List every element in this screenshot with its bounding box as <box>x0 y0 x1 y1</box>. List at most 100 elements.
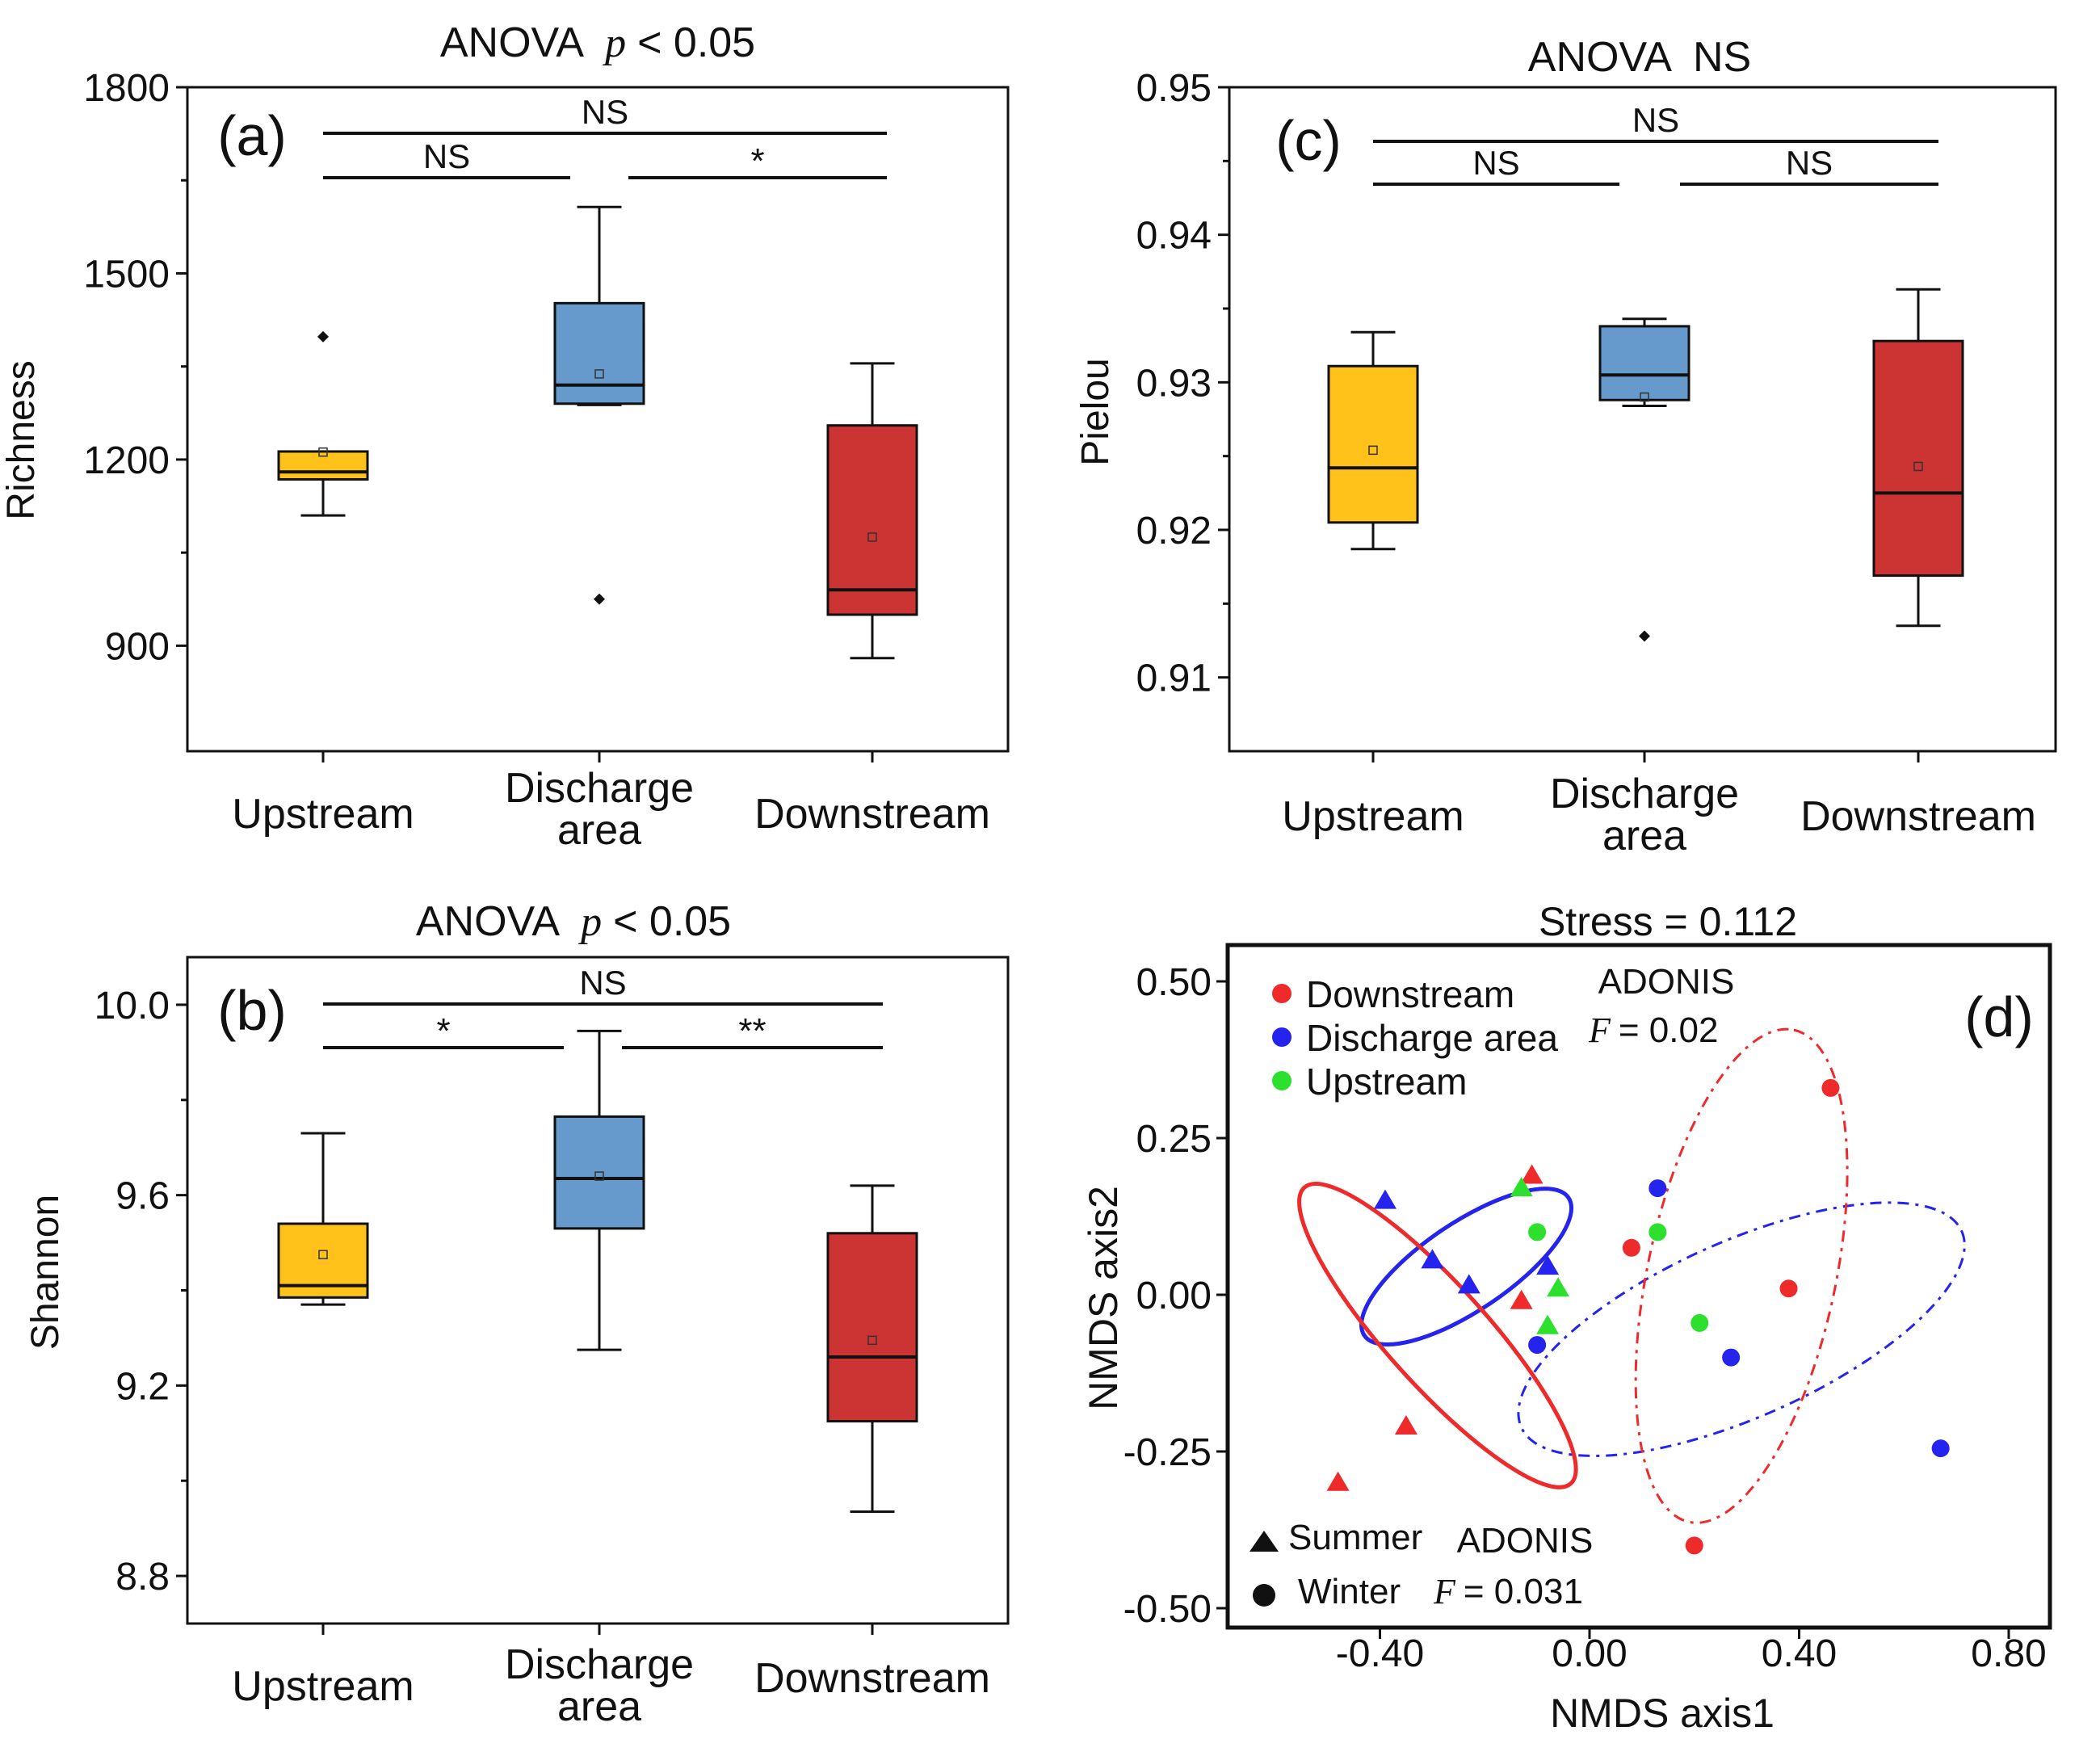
box-iqr <box>1598 325 1690 401</box>
box-downstream <box>826 362 918 660</box>
x-tick-label: Discharge <box>1550 771 1739 817</box>
adonis-label: ADONIS <box>1598 962 1735 1002</box>
box-discharge <box>1598 317 1690 642</box>
significance-label: NS <box>579 964 626 1002</box>
adonis-stat: F = 0.031 <box>1433 1572 1583 1611</box>
panel-c: 0.91 0.92 0.93 0.94 0.95 Upstream Dischargeare… <box>1074 34 2057 859</box>
x-tick-label: 0.80 <box>1971 1632 2046 1675</box>
point-triangle-blue <box>1536 1255 1560 1275</box>
y-axis-label: Shannon <box>24 1195 67 1350</box>
point-triangle-green <box>1536 1314 1560 1334</box>
x-tick-label: area <box>1602 813 1686 859</box>
title-p: p <box>578 899 602 945</box>
box-iqr <box>1327 364 1419 524</box>
x-tick-label: Discharge <box>505 1641 694 1688</box>
legend-shapes: Summer Winter <box>1250 1518 1422 1611</box>
legend-label: Summer <box>1288 1518 1422 1557</box>
point-circle-blue <box>1648 1179 1667 1198</box>
chart-title: ANOVA NS <box>1528 34 1751 81</box>
plot-frame <box>186 86 1010 753</box>
mean-marker <box>1368 445 1378 456</box>
point-triangle-blue <box>1457 1274 1480 1294</box>
significance-label: NS <box>1632 101 1679 139</box>
mean-marker <box>594 369 604 379</box>
y-tick-label: 9.2 <box>116 1365 170 1408</box>
significance-label: NS <box>582 93 628 131</box>
ellipse-blue-solid <box>1359 1187 1574 1346</box>
plot-frame <box>1225 943 2052 1630</box>
title-suffix: < 0.05 <box>637 19 755 66</box>
legend-triangle-icon <box>1250 1531 1279 1552</box>
point-circle-blue <box>1931 1439 1950 1458</box>
title-p: p <box>602 20 626 66</box>
plot-frame <box>1228 86 2057 753</box>
y-tick-label: -0.25 <box>1124 1431 1212 1474</box>
x-tick-label: Downstream <box>754 1655 990 1702</box>
x-tick-label: -0.40 <box>1336 1632 1424 1675</box>
outlier-point <box>594 593 605 605</box>
legend-label: Downstream <box>1306 973 1514 1015</box>
ellipse-red-dashdot <box>1634 1027 1849 1524</box>
title-prefix: ANOVA <box>440 19 585 66</box>
panel-label: (b) <box>217 979 287 1042</box>
point-triangle-green <box>1547 1277 1570 1297</box>
y-axis-label: NMDS axis2 <box>1081 1186 1126 1410</box>
y-tick-label: 1800 <box>83 67 170 110</box>
panel-label: (c) <box>1275 109 1342 172</box>
y-tick-label: 9.6 <box>116 1175 170 1218</box>
mean-marker <box>594 1171 604 1181</box>
x-tick-label: Downstream <box>754 791 990 838</box>
y-tick-label: 0.93 <box>1136 362 1212 405</box>
box-downstream <box>1872 288 1964 628</box>
x-tick-label: Upstream <box>232 1663 414 1710</box>
significance-label: * <box>436 1011 450 1051</box>
mean-marker <box>1640 392 1649 402</box>
chart-title: Stress = 0.112 <box>1539 899 1797 944</box>
title-suffix: NS <box>1693 34 1751 81</box>
box-iqr <box>826 424 918 616</box>
mean-marker <box>867 532 877 542</box>
x-tick-label: Discharge <box>505 765 694 812</box>
y-axis-label: Pielou <box>1074 358 1117 465</box>
point-circle-red <box>1779 1279 1798 1298</box>
box-upstream <box>277 330 369 517</box>
significance-label: NS <box>1786 144 1833 182</box>
point-triangle-red <box>1326 1471 1350 1491</box>
point-circle-green <box>1690 1313 1709 1332</box>
significance-label: NS <box>423 137 470 175</box>
box-downstream <box>826 1184 918 1514</box>
x-tick-label: Upstream <box>1282 793 1464 840</box>
point-circle-red <box>1622 1238 1640 1257</box>
y-axis-label: Richness <box>0 360 43 519</box>
significance-label: ** <box>738 1011 766 1051</box>
adonis-label: ADONIS <box>1457 1521 1594 1561</box>
point-circle-green <box>1648 1223 1667 1241</box>
y-tick-label: 0.94 <box>1136 215 1212 258</box>
y-tick-label: 10.0 <box>94 985 170 1027</box>
point-circle-red <box>1685 1536 1703 1555</box>
title-prefix: ANOVA <box>416 898 561 945</box>
y-tick-label: 0.92 <box>1136 510 1212 552</box>
ellipse-blue-dashdot <box>1517 1201 1966 1457</box>
box-discharge <box>553 1029 645 1351</box>
adonis-stat-value: = 0.031 <box>1464 1572 1583 1611</box>
x-tick-label: 0.00 <box>1552 1632 1627 1675</box>
point-triangle-red <box>1394 1414 1418 1435</box>
chart-title: ANOVA p < 0.05 <box>416 898 731 945</box>
point-triangle-red <box>1510 1289 1533 1309</box>
mean-marker <box>867 1335 877 1346</box>
y-tick-label: 900 <box>105 625 170 668</box>
y-tick-label: 0.95 <box>1136 67 1212 110</box>
title-prefix: ANOVA <box>1528 34 1673 81</box>
mean-marker <box>1913 461 1923 472</box>
box-iqr <box>826 1232 918 1423</box>
adonis-stat-value: = 0.02 <box>1619 1010 1719 1050</box>
point-circle-green <box>1528 1223 1547 1241</box>
box-iqr <box>1872 339 1964 578</box>
x-tick-label: area <box>557 807 641 854</box>
box-iqr <box>553 301 645 405</box>
y-tick-label: -0.50 <box>1124 1588 1212 1631</box>
y-tick-label: 0.25 <box>1136 1118 1212 1161</box>
